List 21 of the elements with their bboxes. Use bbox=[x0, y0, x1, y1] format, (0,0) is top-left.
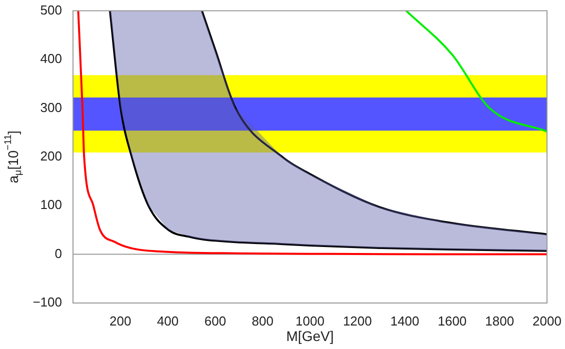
x-tick-label: 1800 bbox=[485, 313, 514, 328]
y-axis-title: aμ[10−11] bbox=[3, 130, 24, 184]
x-axis-title: M[GeV] bbox=[286, 328, 334, 344]
x-tick-label: 800 bbox=[252, 313, 274, 328]
line-series bbox=[200, 10, 547, 236]
x-tick-label: 1000 bbox=[296, 313, 324, 328]
x-tick-label: 200 bbox=[110, 313, 132, 328]
x-tick-label: 1400 bbox=[390, 313, 420, 328]
line-series bbox=[405, 10, 547, 133]
x-tick-label: 400 bbox=[156, 313, 179, 328]
y-tick-label: 200 bbox=[40, 148, 62, 164]
x-tick-label: 1600 bbox=[438, 313, 467, 328]
x-tick-label: 600 bbox=[204, 313, 226, 328]
x-tick-label: 2000 bbox=[532, 313, 562, 328]
y-tick-label: 100 bbox=[40, 197, 62, 212]
y-tick-label: 500 bbox=[40, 2, 62, 18]
x-tick-label: 1200 bbox=[342, 313, 372, 328]
y-tick-label: −100 bbox=[32, 294, 62, 310]
y-tick-label: 0 bbox=[54, 246, 62, 261]
y-tick-label: 400 bbox=[40, 51, 62, 66]
y-tick-label: 300 bbox=[40, 100, 62, 115]
